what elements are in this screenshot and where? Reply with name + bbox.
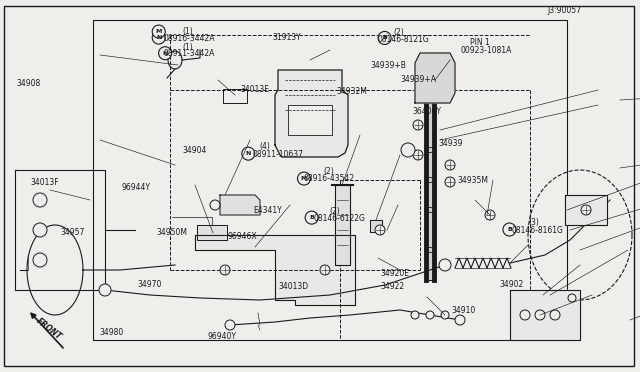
Text: 34902: 34902 bbox=[499, 280, 524, 289]
Text: 34970: 34970 bbox=[138, 280, 162, 289]
Text: 31913Y: 31913Y bbox=[272, 33, 301, 42]
Text: 08916-43542: 08916-43542 bbox=[304, 174, 355, 183]
Polygon shape bbox=[220, 195, 260, 215]
Text: 08911-3442A: 08911-3442A bbox=[163, 49, 214, 58]
Text: 34013D: 34013D bbox=[278, 282, 308, 291]
Circle shape bbox=[378, 32, 391, 44]
Polygon shape bbox=[275, 70, 348, 157]
Circle shape bbox=[33, 193, 47, 207]
Text: 34939+A: 34939+A bbox=[400, 76, 436, 84]
Bar bbox=[223, 89, 247, 103]
Text: 34950M: 34950M bbox=[157, 228, 188, 237]
Text: 34922: 34922 bbox=[381, 282, 405, 291]
Bar bbox=[93, 20, 567, 340]
Polygon shape bbox=[197, 225, 227, 240]
Text: J3:90057: J3:90057 bbox=[547, 6, 581, 15]
Polygon shape bbox=[565, 195, 607, 225]
Text: 96944Y: 96944Y bbox=[122, 183, 150, 192]
Text: 08146-8121G: 08146-8121G bbox=[378, 35, 429, 44]
Text: 36406Y: 36406Y bbox=[413, 107, 442, 116]
Circle shape bbox=[520, 310, 530, 320]
Circle shape bbox=[441, 311, 449, 319]
Circle shape bbox=[426, 311, 434, 319]
Circle shape bbox=[33, 223, 47, 237]
Text: 34013E: 34013E bbox=[240, 85, 269, 94]
Circle shape bbox=[298, 172, 310, 185]
Circle shape bbox=[445, 160, 455, 170]
Text: 34904: 34904 bbox=[182, 146, 207, 155]
Circle shape bbox=[152, 25, 165, 38]
Text: 00923-1081A: 00923-1081A bbox=[461, 46, 512, 55]
Circle shape bbox=[439, 259, 451, 271]
Text: M: M bbox=[156, 29, 162, 34]
Circle shape bbox=[413, 150, 423, 160]
Circle shape bbox=[99, 284, 111, 296]
Bar bbox=[288, 105, 332, 135]
Text: B: B bbox=[507, 227, 512, 232]
Polygon shape bbox=[510, 290, 580, 340]
Text: N: N bbox=[246, 151, 251, 156]
Text: 08146-6122G: 08146-6122G bbox=[314, 214, 365, 223]
Text: 08146-8161G: 08146-8161G bbox=[512, 226, 564, 235]
Text: 34939+B: 34939+B bbox=[370, 61, 406, 70]
Circle shape bbox=[242, 147, 255, 160]
Text: 34980: 34980 bbox=[99, 328, 124, 337]
Text: 34908: 34908 bbox=[16, 79, 40, 88]
Text: M: M bbox=[301, 176, 307, 181]
Text: 34920E: 34920E bbox=[381, 269, 410, 278]
Text: (4): (4) bbox=[259, 142, 270, 151]
Circle shape bbox=[455, 315, 465, 325]
Text: 96946X: 96946X bbox=[227, 232, 257, 241]
Circle shape bbox=[152, 31, 165, 44]
Polygon shape bbox=[370, 220, 382, 232]
Circle shape bbox=[445, 177, 455, 187]
Text: 08911-10637: 08911-10637 bbox=[253, 150, 304, 159]
Circle shape bbox=[535, 310, 545, 320]
Circle shape bbox=[305, 211, 318, 224]
Text: (1): (1) bbox=[182, 27, 193, 36]
Text: PIN 1: PIN 1 bbox=[470, 38, 490, 47]
Text: 34935M: 34935M bbox=[458, 176, 488, 185]
Circle shape bbox=[485, 210, 495, 220]
Text: 34957: 34957 bbox=[61, 228, 85, 237]
Text: 96940Y: 96940Y bbox=[208, 332, 237, 341]
Text: (2): (2) bbox=[323, 167, 334, 176]
Circle shape bbox=[220, 265, 230, 275]
Circle shape bbox=[33, 253, 47, 267]
Circle shape bbox=[401, 143, 415, 157]
Text: N: N bbox=[163, 51, 168, 56]
Circle shape bbox=[503, 223, 516, 236]
Text: 34013F: 34013F bbox=[31, 178, 60, 187]
Polygon shape bbox=[335, 185, 350, 265]
Circle shape bbox=[411, 311, 419, 319]
Text: 34939: 34939 bbox=[438, 139, 463, 148]
Circle shape bbox=[568, 294, 576, 302]
Circle shape bbox=[375, 225, 385, 235]
Text: (2): (2) bbox=[394, 28, 404, 37]
Circle shape bbox=[320, 265, 330, 275]
Text: FRONT: FRONT bbox=[35, 317, 63, 342]
Polygon shape bbox=[195, 235, 355, 305]
Text: (2): (2) bbox=[330, 207, 340, 216]
Text: 08916-3442A: 08916-3442A bbox=[163, 34, 214, 43]
Circle shape bbox=[581, 205, 591, 215]
Text: 34932M: 34932M bbox=[336, 87, 367, 96]
Text: B: B bbox=[309, 215, 314, 220]
Text: B: B bbox=[382, 35, 387, 41]
Circle shape bbox=[225, 320, 235, 330]
Circle shape bbox=[413, 120, 423, 130]
Circle shape bbox=[550, 310, 560, 320]
Polygon shape bbox=[415, 53, 455, 103]
Text: (3): (3) bbox=[528, 218, 539, 227]
Polygon shape bbox=[426, 55, 434, 280]
Text: 34910: 34910 bbox=[451, 306, 476, 315]
Circle shape bbox=[159, 47, 172, 60]
Text: (1): (1) bbox=[182, 43, 193, 52]
Text: E4341Y: E4341Y bbox=[253, 206, 282, 215]
Circle shape bbox=[210, 200, 220, 210]
Text: N: N bbox=[156, 35, 161, 40]
